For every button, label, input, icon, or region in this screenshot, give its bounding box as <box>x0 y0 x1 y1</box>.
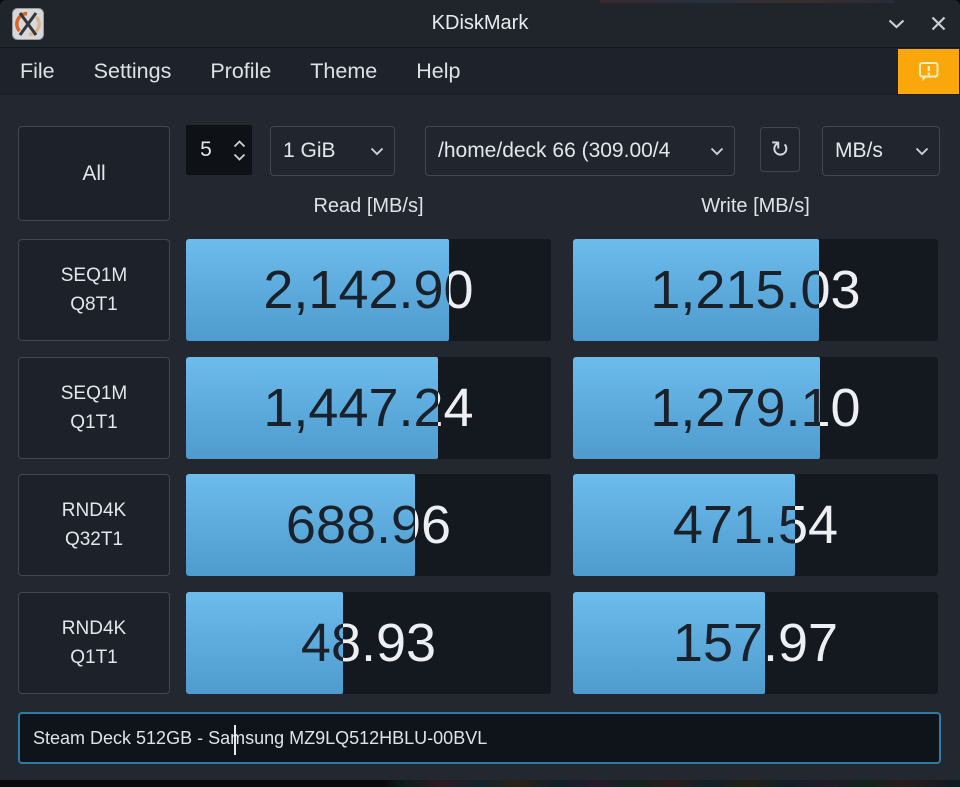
seq1m-q8t1-read-result: 2,142.90 2,142.90 <box>186 239 551 341</box>
write-bar: 1,279.10 <box>573 357 821 459</box>
rnd4k-q32t1-write-result: 471.54 471.54 <box>573 474 938 576</box>
window-title: KDiskMark <box>431 12 529 34</box>
description-input[interactable]: Steam Deck 512GB - Samsung MZ9LQ512HBLU-… <box>18 712 941 764</box>
rnd4k-q1t1-write-result: 157.97 157.97 <box>573 592 938 694</box>
menu-settings[interactable]: Settings <box>93 58 172 83</box>
rnd4k-q1t1-button[interactable]: RND4K Q1T1 <box>18 592 170 694</box>
app-icon <box>12 8 44 40</box>
desktop-edge-artifact <box>600 0 895 3</box>
target-drive-dropdown[interactable]: /home/deck 66 (309.00/4 <box>425 126 735 176</box>
chevron-down-icon <box>370 147 384 155</box>
read-bar: 48.93 <box>186 592 343 694</box>
refresh-icon: ↻ <box>770 136 790 163</box>
test-size-dropdown[interactable]: 1 GiB <box>270 126 395 176</box>
spin-down-icon[interactable] <box>233 153 246 161</box>
unit-dropdown[interactable]: MB/s <box>822 126 940 176</box>
seq1m-q8t1-write-result: 1,215.03 1,215.03 <box>573 239 938 341</box>
text-cursor <box>234 725 236 755</box>
read-bar: 1,447.24 <box>186 357 438 459</box>
write-bar: 1,215.03 <box>573 239 819 341</box>
main-content: All 5 1 GiB /home/deck 66 (309.00/4 ↻ MB… <box>0 95 960 780</box>
rnd4k-q32t1-button[interactable]: RND4K Q32T1 <box>18 474 170 576</box>
write-column-header: Write [MB/s] <box>701 195 810 217</box>
notification-button[interactable] <box>898 49 959 94</box>
chevron-down-icon <box>710 147 724 155</box>
run-all-button[interactable]: All <box>18 126 170 221</box>
write-bar: 157.97 <box>573 592 765 694</box>
menu-profile[interactable]: Profile <box>210 58 272 83</box>
refresh-button[interactable]: ↻ <box>760 127 800 172</box>
menu-theme[interactable]: Theme <box>310 58 378 83</box>
titlebar: KDiskMark <box>0 0 960 47</box>
menubar: File Settings Profile Theme Help <box>0 47 960 95</box>
chevron-down-icon <box>915 147 929 155</box>
minimize-chevron-icon[interactable] <box>886 14 906 34</box>
read-bar: 688.96 <box>186 474 415 576</box>
spin-up-icon[interactable] <box>233 139 246 148</box>
rnd4k-q1t1-read-result: 48.93 48.93 <box>186 592 551 694</box>
seq1m-q1t1-write-result: 1,279.10 1,279.10 <box>573 357 938 459</box>
menu-help[interactable]: Help <box>416 58 461 83</box>
read-column-header: Read [MB/s] <box>313 195 424 217</box>
loop-count-spinner[interactable]: 5 <box>186 125 252 175</box>
close-icon[interactable] <box>928 14 948 34</box>
rnd4k-q32t1-read-result: 688.96 688.96 <box>186 474 551 576</box>
menu-file[interactable]: File <box>20 58 55 83</box>
desktop-edge-artifact <box>0 780 960 787</box>
message-bubble-icon <box>916 59 941 84</box>
loop-count-value: 5 <box>200 138 212 161</box>
write-bar: 471.54 <box>573 474 795 576</box>
seq1m-q8t1-button[interactable]: SEQ1M Q8T1 <box>18 239 170 341</box>
seq1m-q1t1-read-result: 1,447.24 1,447.24 <box>186 357 551 459</box>
read-bar: 2,142.90 <box>186 239 449 341</box>
seq1m-q1t1-button[interactable]: SEQ1M Q1T1 <box>18 357 170 459</box>
